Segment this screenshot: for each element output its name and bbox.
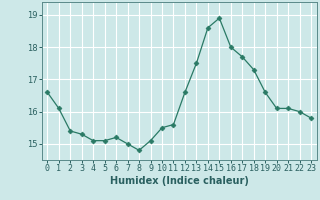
X-axis label: Humidex (Indice chaleur): Humidex (Indice chaleur) — [110, 176, 249, 186]
